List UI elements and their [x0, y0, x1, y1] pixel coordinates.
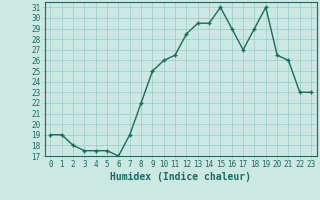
- X-axis label: Humidex (Indice chaleur): Humidex (Indice chaleur): [110, 172, 251, 182]
